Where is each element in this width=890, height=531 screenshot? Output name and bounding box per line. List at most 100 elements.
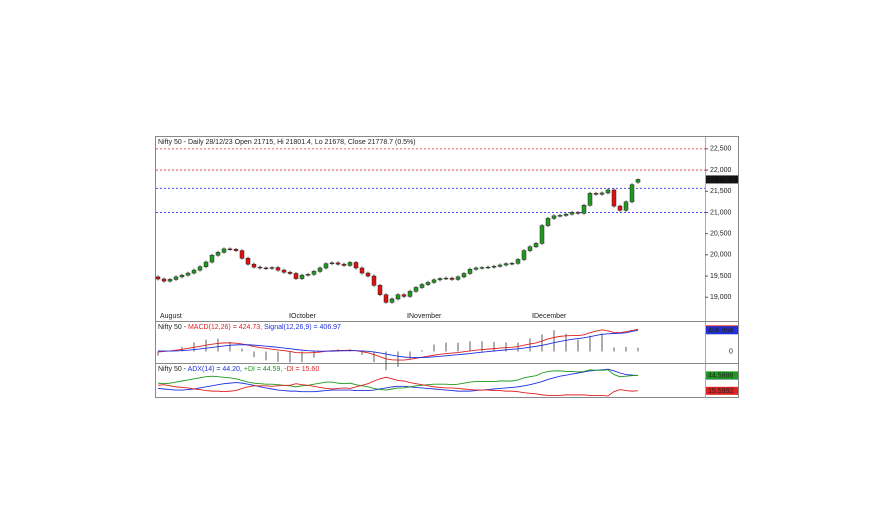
candle-body	[185, 272, 191, 276]
candle-body	[161, 278, 167, 282]
candle-body	[407, 291, 413, 297]
candle-body	[599, 192, 605, 195]
y-tick-label: 22,500	[710, 146, 732, 153]
candle-body	[401, 294, 407, 297]
candle-body	[311, 271, 317, 275]
y-tick-label: 21,000	[710, 209, 732, 216]
candle-body	[215, 252, 221, 256]
y-tick-label: 0	[729, 348, 733, 355]
legend-entry: ADX(14) = 44.20,	[188, 366, 242, 373]
x-tick-label: November	[409, 313, 442, 320]
candle-body	[221, 248, 227, 253]
y-tick-label: 19,500	[710, 273, 732, 280]
legend-entry: +DI = 44.59,	[244, 366, 283, 373]
value-box	[706, 175, 738, 184]
candle-body	[359, 267, 365, 274]
candle-body	[479, 267, 485, 269]
value-box-label: 406.968	[708, 328, 733, 335]
series-line	[157, 376, 639, 397]
value-box-label: 44.5888	[708, 373, 733, 380]
candle-body	[293, 273, 299, 279]
candle-body	[455, 276, 461, 280]
x-tick-label: October	[291, 313, 317, 320]
candle-body	[611, 189, 617, 207]
candle-body	[473, 267, 479, 270]
candle-body	[251, 263, 257, 268]
candle-body	[491, 266, 497, 268]
series-line	[157, 328, 639, 361]
candle-body	[509, 263, 515, 265]
candle-body	[329, 262, 335, 264]
candle-body	[257, 266, 263, 269]
candle-body	[551, 215, 557, 219]
candle-body	[539, 225, 545, 244]
candle-body	[317, 267, 323, 272]
y-tick-label: 22,000	[710, 167, 732, 174]
candle-body	[383, 294, 389, 303]
candle-body	[575, 212, 581, 214]
candle-body	[269, 267, 275, 269]
candle-body	[341, 263, 347, 266]
candle-body	[587, 193, 593, 206]
candle-body	[545, 218, 551, 226]
candle-body	[533, 243, 539, 248]
candle-body	[155, 276, 161, 280]
candle-body	[347, 262, 353, 266]
candle-body	[419, 284, 425, 288]
candle-body	[389, 298, 395, 303]
candle-body	[449, 277, 455, 280]
candle-body	[263, 267, 269, 270]
candle-body	[179, 274, 185, 278]
candle-body	[281, 269, 287, 273]
legend-entry: -DI = 15.60	[284, 366, 319, 373]
candle-body	[515, 259, 521, 264]
candle-body	[305, 274, 311, 276]
candle-body	[377, 285, 383, 295]
value-box	[706, 371, 738, 380]
panel-title: Nifty 50 -	[158, 366, 188, 373]
candle-body	[365, 272, 371, 277]
legend-entry: Signal(12,26,9) = 406.97	[264, 324, 341, 331]
candle-body	[299, 274, 305, 279]
value-box-label: 21,778.7	[708, 177, 735, 184]
candle-body	[485, 266, 491, 269]
candle-body	[557, 215, 563, 217]
panel-title: Nifty 50 -	[158, 324, 188, 331]
candle-body	[233, 249, 239, 251]
x-tick-label: August	[160, 313, 182, 320]
candle-body	[371, 275, 377, 286]
candle-body	[503, 263, 509, 266]
candle-body	[425, 282, 431, 285]
candle-body	[593, 193, 599, 195]
candle-body	[191, 269, 197, 274]
candle-body	[623, 201, 629, 211]
value-box-label: 15.5992	[708, 388, 733, 395]
candle-body	[437, 278, 443, 281]
candle-body	[605, 189, 611, 194]
candle-body	[527, 246, 533, 251]
series-line	[157, 329, 639, 359]
candle-body	[227, 248, 233, 250]
candle-body	[431, 279, 437, 283]
candle-body	[287, 271, 293, 274]
candle-body	[323, 263, 329, 269]
y-tick-label: 19,000	[710, 294, 732, 301]
y-tick-label: 20,500	[710, 230, 732, 237]
value-box	[706, 386, 738, 395]
candle-body	[173, 276, 179, 280]
candle-body	[395, 294, 401, 300]
candle-body	[197, 266, 203, 271]
candle-body	[239, 250, 245, 259]
candle-body	[275, 267, 281, 271]
candle-body	[581, 204, 587, 214]
candle-body	[335, 262, 341, 265]
candle-body	[245, 257, 251, 265]
candle-body	[629, 184, 635, 203]
candle-body	[167, 279, 173, 282]
candle-body	[569, 212, 575, 215]
value-box	[706, 326, 738, 335]
candle-body	[443, 277, 449, 280]
candle-body	[353, 262, 359, 269]
y-tick-label: 20,000	[710, 252, 732, 259]
